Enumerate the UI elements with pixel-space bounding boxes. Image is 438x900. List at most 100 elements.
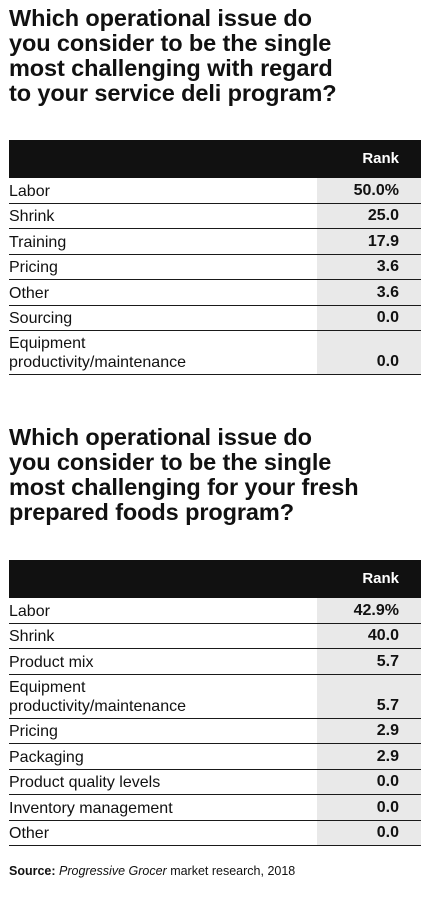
- chart-2-table: Rank Labor 42.9% Shrink 40.0 Product mix 5.7 E…: [9, 560, 421, 846]
- chart-2-rank-header: Rank: [362, 570, 399, 587]
- table-row: Shrink 25.0: [9, 203, 421, 229]
- row-label: Pricing: [9, 258, 58, 277]
- row-value-cell: 0.0: [316, 305, 421, 330]
- row-label-line: Shrink: [9, 628, 55, 645]
- row-value: 50.0%: [353, 181, 399, 199]
- chart-2-table-header: Rank: [9, 560, 421, 598]
- chart-1-table-header: Rank: [9, 140, 421, 178]
- row-label: Product quality levels: [9, 773, 160, 792]
- row-label: Pricing: [9, 722, 58, 741]
- row-label: Training: [9, 233, 66, 252]
- row-value-cell: 0.0: [316, 820, 421, 845]
- table-row: Product quality levels 0.0: [9, 769, 421, 795]
- table-row: Shrink 40.0: [9, 623, 421, 649]
- row-label-line: Equipment: [9, 678, 86, 696]
- table-row: Equipment productivity/maintenance 0.0: [9, 331, 421, 375]
- chart-1-title-line: Which operational issue do: [9, 5, 312, 31]
- row-label: Labor: [9, 602, 50, 621]
- chart-1-rows: Labor 50.0% Shrink 25.0 Training 17.9 Pricing 3…: [9, 178, 421, 375]
- row-value: 3.6: [376, 258, 399, 275]
- row-value: 3.6: [376, 283, 399, 301]
- row-value-cell: 25.0: [316, 203, 421, 228]
- row-value: 17.9: [367, 232, 399, 250]
- source-text: market research, 2018: [166, 864, 296, 878]
- row-label-line: Pricing: [9, 259, 58, 276]
- row-value: 2.9: [376, 722, 399, 739]
- row-value-cell: 0.0: [316, 769, 421, 794]
- row-label: Equipment productivity/maintenance: [9, 678, 186, 716]
- table-row: Sourcing 0.0: [9, 305, 421, 331]
- row-value-cell: 2.9: [316, 718, 421, 743]
- row-value: 0.0: [376, 798, 399, 816]
- chart-1-table: Rank Labor 50.0% Shrink 25.0 Training 17.9 Pri…: [9, 140, 421, 375]
- row-label: Shrink: [9, 627, 54, 646]
- chart-1-title-line: you consider to be the single: [9, 30, 332, 56]
- table-row: Pricing 3.6: [9, 254, 421, 280]
- chart-2-title-block: Which operational issue do you consider …: [9, 425, 421, 525]
- row-label: Equipment productivity/maintenance: [9, 334, 186, 372]
- row-label-line: Labor: [9, 182, 50, 200]
- row-label-line: productivity/maintenance: [9, 354, 186, 371]
- row-value: 40.0: [367, 627, 399, 644]
- row-value-cell: 42.9%: [316, 598, 421, 623]
- row-value: 0.0: [376, 773, 399, 790]
- row-value-cell: 5.7: [316, 649, 421, 674]
- row-label: Sourcing: [9, 309, 72, 328]
- table-row: Product mix 5.7: [9, 649, 421, 675]
- chart-1-rank-header: Rank: [362, 150, 399, 167]
- row-value: 5.7: [376, 652, 399, 670]
- table-row: Training 17.9: [9, 229, 421, 255]
- row-value-cell: 3.6: [316, 280, 421, 305]
- row-value: 25.0: [367, 207, 399, 224]
- row-label-line: Inventory management: [9, 799, 173, 817]
- row-value: 0.0: [376, 353, 399, 370]
- source-publication: Progressive Grocer: [59, 864, 167, 878]
- row-label-line: productivity/maintenance: [9, 697, 186, 715]
- chart-1-title-block: Which operational issue do you consider …: [9, 6, 421, 106]
- row-value-cell: 40.0: [316, 623, 421, 648]
- row-value-cell: 2.9: [316, 744, 421, 769]
- row-value: 42.9%: [353, 601, 399, 619]
- row-value: 2.9: [376, 747, 399, 765]
- row-label-line: Sourcing: [9, 310, 73, 327]
- table-row: Inventory management 0.0: [9, 795, 421, 821]
- row-label-line: Training: [9, 233, 67, 251]
- chart-1-title: Which operational issue do you consider …: [9, 6, 421, 106]
- row-label: Packaging: [9, 748, 84, 767]
- source-note: Source: Progressive Grocer market resear…: [9, 864, 295, 878]
- row-value-cell: 5.7: [316, 674, 421, 718]
- row-value-cell: 0.0: [316, 331, 421, 374]
- chart-1-title-line: to your service deli program?: [9, 80, 337, 106]
- row-label-line: Product quality levels: [9, 774, 161, 791]
- row-label: Other: [9, 284, 49, 303]
- row-label-line: Other: [9, 825, 50, 842]
- chart-2-rows: Labor 42.9% Shrink 40.0 Product mix 5.7 Equipm…: [9, 598, 421, 846]
- row-value-cell: 50.0%: [316, 178, 421, 203]
- row-label: Product mix: [9, 653, 93, 672]
- row-value: 0.0: [376, 824, 399, 841]
- chart-2-title-line: most challenging for your fresh: [9, 474, 359, 500]
- chart-2-title: Which operational issue do you consider …: [9, 425, 421, 525]
- chart-2-title-line: prepared foods program?: [9, 499, 294, 525]
- row-label-line: Packaging: [9, 748, 84, 766]
- table-row: Labor 50.0%: [9, 178, 421, 204]
- row-label-line: Labor: [9, 602, 50, 620]
- row-label: Other: [9, 824, 49, 843]
- table-row: Labor 42.9%: [9, 598, 421, 624]
- row-value-cell: 17.9: [316, 229, 421, 254]
- row-value: 5.7: [376, 696, 399, 714]
- row-label-line: Other: [9, 284, 50, 302]
- chart-2-title-line: you consider to be the single: [9, 449, 332, 475]
- table-row: Equipment productivity/maintenance 5.7: [9, 674, 421, 719]
- row-label: Labor: [9, 182, 50, 201]
- row-label-line: Equipment: [9, 335, 86, 352]
- table-row: Packaging 2.9: [9, 744, 421, 770]
- table-row: Other 0.0: [9, 820, 421, 846]
- table-row: Other 3.6: [9, 280, 421, 306]
- row-label-line: Pricing: [9, 723, 58, 740]
- row-label-line: Product mix: [9, 653, 94, 671]
- row-label: Shrink: [9, 207, 54, 226]
- row-label-line: Shrink: [9, 208, 55, 225]
- chart-1-title-line: most challenging with regard: [9, 55, 333, 81]
- row-value-cell: 3.6: [316, 254, 421, 279]
